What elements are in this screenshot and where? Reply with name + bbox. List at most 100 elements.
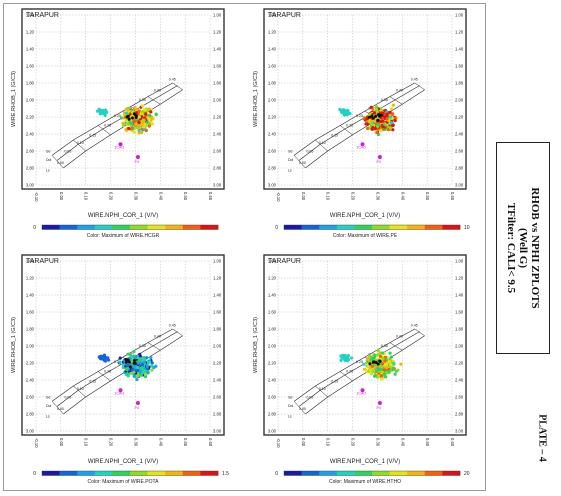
data-point (388, 115, 393, 119)
y-tick-label: 1.60 (268, 64, 277, 69)
y-tick-label-right: 1.80 (455, 327, 464, 332)
iso-porosity-line (97, 125, 111, 136)
porosity-label: 0.05 (64, 150, 71, 154)
colorbar-swatch (165, 225, 184, 230)
data-point (375, 107, 379, 112)
porosity-label: 0.00 (299, 407, 306, 411)
iso-porosity-line (293, 401, 306, 415)
data-point-black (378, 359, 382, 363)
x-tick-label: 0.40 (158, 192, 163, 201)
data-point (134, 107, 138, 112)
colorbar-swatch (284, 225, 302, 230)
y-tick-label: 1.80 (268, 81, 277, 86)
porosity-label: 0.40 (396, 89, 403, 93)
data-point (380, 362, 385, 366)
colorbar-swatch (59, 471, 78, 476)
y-tick-label-right: 2.80 (455, 412, 464, 417)
y-tick-label-right: 2.20 (455, 361, 464, 366)
y-tick-label: 1.00 (26, 259, 35, 264)
iso-porosity-line (315, 385, 328, 398)
porosity-label: 0.35 (381, 344, 388, 348)
data-point (137, 120, 141, 125)
data-point (136, 373, 140, 378)
data-point (150, 363, 154, 367)
data-point (372, 111, 377, 115)
marker-label: 1CAO (114, 391, 124, 395)
x-tick-label: 0.00 (59, 192, 64, 201)
data-point (396, 368, 400, 372)
x-tick-label: 0.30 (375, 438, 380, 447)
x-tick-label: 0.40 (400, 192, 405, 201)
colorbar-swatch (301, 471, 320, 476)
x-tick-label: 0.20 (109, 438, 114, 447)
y-tick-label: 2.20 (268, 361, 277, 366)
data-point-black (371, 116, 375, 120)
x-tick-label: 0.50 (183, 192, 188, 201)
data-point (124, 128, 128, 132)
lithology-curve (298, 331, 420, 407)
y-tick-label: 2.20 (26, 361, 35, 366)
iso-porosity-line (293, 155, 306, 169)
mineral-label-dol: Dol (288, 404, 294, 408)
mineral-label-dol: Dol (288, 158, 294, 162)
y-tick-label: 1.80 (268, 327, 277, 332)
y-tick-label-right: 1.00 (455, 259, 464, 264)
porosity-label: 0.30 (368, 352, 375, 356)
x-tick-label: 0.60 (208, 438, 213, 447)
data-point-black (127, 360, 131, 364)
data-point (150, 368, 154, 372)
y-tick-label-right: 2.40 (455, 132, 464, 137)
data-point (373, 126, 377, 131)
porosity-label: 0.00 (299, 161, 306, 165)
marker-label: 1CAO (356, 391, 366, 395)
colorbar-swatch (301, 225, 320, 230)
data-point (376, 122, 380, 127)
data-point (144, 112, 148, 116)
data-point (154, 364, 158, 368)
colorbar-min: 0 (33, 225, 36, 231)
iso-porosity-line (73, 139, 86, 152)
y-tick-label-right: 2.40 (213, 132, 222, 137)
data-point (129, 371, 133, 376)
data-point (344, 111, 348, 115)
iso-porosity-line (172, 82, 183, 91)
colorbar-swatch (182, 471, 201, 476)
y-tick-label-right: 3.00 (455, 429, 464, 434)
data-point (106, 356, 110, 360)
data-point (388, 363, 393, 367)
colorbar-swatch (354, 225, 373, 230)
grid (277, 14, 453, 186)
colorbar-swatch (147, 471, 166, 476)
data-point (150, 122, 155, 126)
y-tick-label-right: 2.60 (213, 149, 222, 154)
x-tick-label: 0.40 (158, 438, 163, 447)
colorbar-swatch (165, 471, 184, 476)
lithology-curve (298, 85, 420, 161)
y-tick-label: 1.20 (268, 276, 277, 281)
data-point (393, 372, 397, 376)
data-point (374, 105, 379, 109)
iso-porosity-line (147, 342, 161, 351)
y-tick-label-right: 1.00 (213, 13, 222, 18)
data-point (127, 126, 131, 131)
mineral-label-ls: Ls (288, 414, 292, 418)
data-point (133, 355, 137, 359)
y-tick-label: 1.40 (268, 293, 277, 298)
data-point (137, 115, 141, 119)
data-point (343, 355, 347, 359)
data-point (369, 122, 373, 126)
porosity-label: 0.40 (154, 89, 161, 93)
y-tick-label-right: 2.40 (213, 378, 222, 383)
crossplot-pota: 1.00 1.00 1.20 1.20 1.40 1.40 1.60 1.60 1.80 1.80… (11, 254, 229, 484)
porosity-label: 0.20 (104, 123, 111, 127)
x-axis-label: WIRE.NPHI_COR_1 (V/V) (88, 459, 158, 465)
colorbar-max: 10 (464, 225, 470, 231)
porosity-label: 0.45 (169, 77, 176, 81)
colorbar-swatch (319, 225, 338, 230)
data-point (365, 117, 369, 121)
data-point-black (132, 358, 136, 362)
data-point (399, 362, 403, 366)
data-point (389, 355, 394, 359)
plot-frame (21, 254, 225, 436)
y-tick-label: 1.80 (26, 327, 35, 332)
